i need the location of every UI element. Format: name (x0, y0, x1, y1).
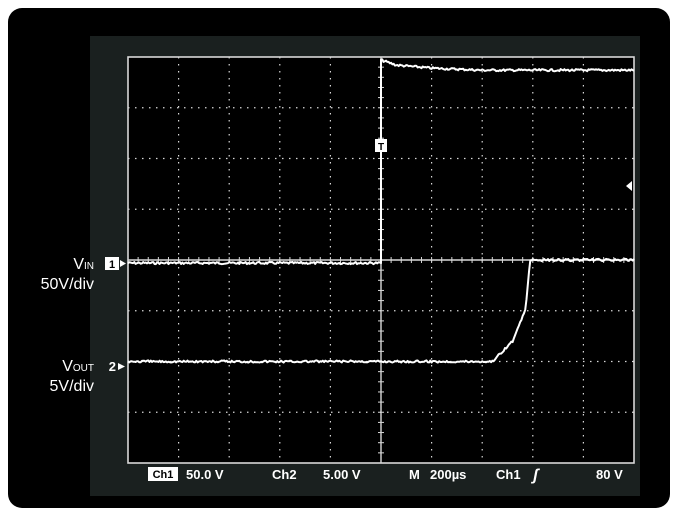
ch1-label: Ch1 (153, 469, 174, 481)
trace-vin (127, 58, 635, 266)
vout-scale-label: 5V/div (49, 378, 94, 395)
trigger-marker: T (375, 139, 387, 153)
vout-label: VOUT 5V/div (49, 358, 94, 395)
vin-scale-label: 50V/div (40, 276, 94, 293)
timebase-value: 200µs (430, 467, 466, 482)
trigger-source: Ch1 (496, 467, 521, 482)
ch2-marker: 2 (109, 359, 125, 374)
vin-label: VIN 50V/div (40, 256, 94, 293)
svg-text:T: T (378, 142, 384, 153)
status-bar: Ch1 50.0 V Ch2 5.00 V M 200µs Ch1 ʃ 80 V (148, 467, 623, 484)
ch1-scale: 50.0 V (186, 467, 224, 482)
trigger-slope-icon: ʃ (530, 467, 540, 484)
trigger-level: 80 V (596, 467, 623, 482)
trigger-level-marker (626, 181, 632, 191)
ch1-marker: 1 (105, 257, 126, 271)
trace-vout (127, 257, 635, 364)
svg-text:1: 1 (109, 259, 115, 271)
timebase-label: M (409, 467, 420, 482)
traces (127, 58, 635, 364)
ch2-scale: 5.00 V (323, 467, 361, 482)
ch1-label-box (148, 467, 178, 481)
ch2-label: Ch2 (272, 467, 297, 482)
svg-text:2: 2 (109, 359, 116, 374)
